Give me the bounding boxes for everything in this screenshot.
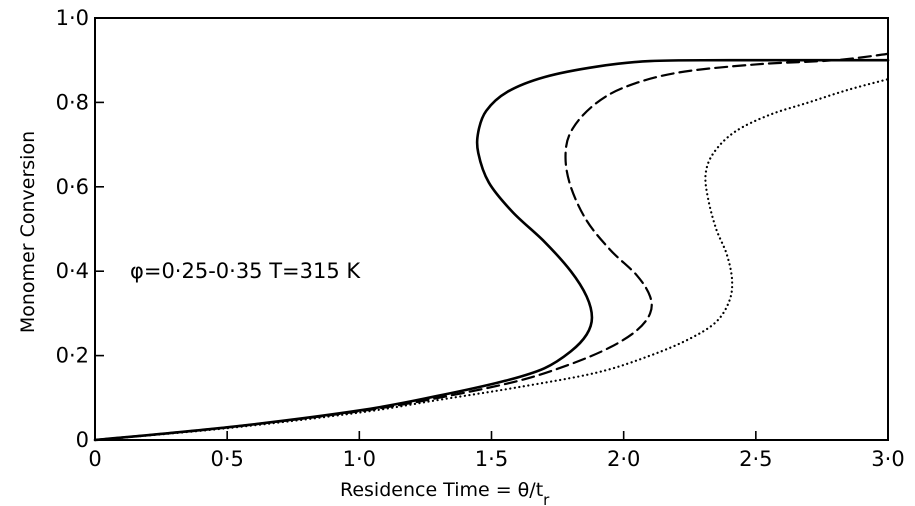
y-tick-label: 0·2 (56, 344, 89, 368)
x-tick-label: 0 (88, 447, 101, 471)
series-line-solid (93, 58, 890, 442)
series-line-dashed (93, 52, 890, 442)
plot-frame (94, 17, 889, 441)
x-axis-title-main: Residence Time = θ/t (340, 479, 543, 501)
series-curves (93, 52, 890, 442)
y-axis-ticks: 0 0·2 0·4 0·6 0·8 1·0 (56, 6, 104, 452)
y-tick-label: 1·0 (56, 6, 89, 30)
y-tick-label: 0·4 (56, 259, 89, 283)
y-tick-label: 0 (76, 428, 89, 452)
annotation-text: φ=0·25-0·35 T=315 K (130, 259, 361, 283)
series-line-dotted (93, 78, 890, 442)
x-tick-label: 0·5 (210, 447, 243, 471)
x-tick-label: 3·0 (871, 447, 904, 471)
x-axis-ticks: 0 0·5 1·0 1·5 2·0 2·5 3·0 (88, 431, 905, 471)
x-axis-title-subscript: r (543, 491, 550, 506)
x-tick-label: 2·5 (739, 447, 772, 471)
y-tick-label: 0·8 (56, 90, 89, 114)
x-tick-label: 1·5 (475, 447, 508, 471)
x-tick-label: 2·0 (607, 447, 640, 471)
x-axis-title: Residence Time = θ/tr (340, 479, 550, 506)
x-tick-label: 1·0 (343, 447, 376, 471)
y-tick-label: 0·6 (56, 175, 89, 199)
y-axis-title: Monomer Conversion (17, 131, 39, 333)
